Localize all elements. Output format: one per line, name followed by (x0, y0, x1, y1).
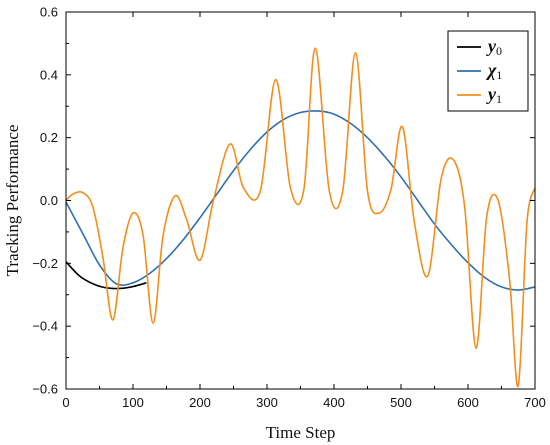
y-axis-title: Tracking Performance (3, 125, 22, 277)
y-tick-label: 0.0 (40, 193, 58, 208)
x-tick-label: 400 (323, 395, 345, 410)
x-tick-label: 100 (122, 395, 144, 410)
y-tick-label: 0.6 (40, 5, 58, 20)
legend-label: χ1 (485, 60, 502, 82)
y-tick-label: −0.2 (32, 256, 58, 271)
x-tick-label: 700 (524, 395, 546, 410)
x-tick-label: 500 (390, 395, 412, 410)
legend-label: y1 (486, 84, 502, 106)
series-layer (66, 47, 535, 388)
x-tick-label: 200 (189, 395, 211, 410)
x-axis-title: Time Step (266, 423, 336, 442)
y-tick-label: 0.4 (40, 67, 58, 82)
y-tick-label: −0.4 (32, 319, 58, 334)
y-tick-label: −0.6 (32, 382, 58, 397)
legend-label: y0 (486, 36, 502, 58)
series-line-χ1 (66, 110, 535, 291)
x-tick-label: 300 (256, 395, 278, 410)
axes-layer: 0 100 200 300 400 500 600 700 −0.6 −0.4 −0.2 0.0 0.2… (3, 5, 546, 443)
x-tick-label: 600 (457, 395, 479, 410)
y-tick-label: 0.2 (40, 130, 58, 145)
x-tick-label: 0 (62, 395, 69, 410)
series-line-y1 (66, 47, 535, 388)
